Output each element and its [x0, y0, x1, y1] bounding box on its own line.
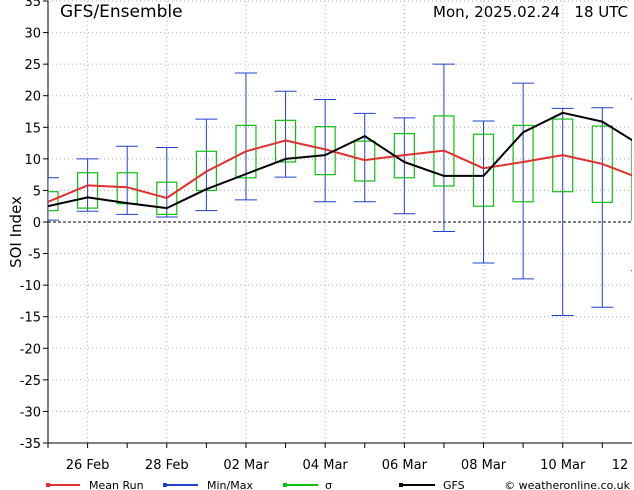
grid-lines — [48, 0, 632, 444]
minmax-whisker — [432, 63, 455, 232]
y-tick-label: 30 — [24, 27, 41, 42]
legend-gfs: GFS — [399, 479, 465, 490]
sigma-box — [156, 181, 178, 216]
y-tick-label: 35 — [24, 0, 41, 10]
y-tick-label: 10 — [24, 153, 41, 168]
legend-minmax-label: Min/Max — [207, 479, 253, 490]
minmax-whisker — [314, 99, 337, 203]
legend-sigma-label: σ — [325, 479, 332, 490]
sigma-box — [472, 133, 495, 207]
minmax-whisker — [274, 90, 297, 178]
minmax-whiskers — [48, 63, 632, 316]
x-tick-label: 02 Mar — [223, 458, 269, 473]
legend-gfs-marker — [399, 483, 403, 487]
sigma-box — [631, 139, 632, 221]
legend-mean-label: Mean Run — [89, 479, 144, 490]
legend-minmax: Min/Max — [163, 479, 253, 490]
y-tick-label: 25 — [24, 58, 41, 73]
legend-mean: Mean Run — [46, 479, 144, 490]
legend-gfs-label: GFS — [443, 479, 465, 490]
series-lines — [48, 111, 632, 210]
sigma-box — [195, 150, 217, 192]
y-tick-label: 15 — [24, 121, 41, 136]
x-tick-label: 26 Feb — [66, 458, 110, 473]
legend-sigma: σ — [283, 479, 332, 490]
y-tick-label: -10 — [20, 279, 41, 294]
legend-sigma-marker — [283, 483, 287, 487]
x-tick-label: 08 Mar — [461, 458, 507, 473]
minmax-whisker — [48, 177, 59, 221]
y-tick-label: -15 — [20, 311, 41, 326]
x-tick-label: 12 — [612, 458, 629, 473]
y-tick-labels: 35 30 25 20 15 10 5 0 -5 -10 -15 -20 -25 -30 -35 — [20, 0, 41, 452]
minmax-whisker — [195, 118, 218, 212]
x-tick-label: 28 Feb — [145, 458, 189, 473]
sigma-box — [48, 191, 59, 212]
plot-area — [48, 63, 632, 316]
legend: Mean Run Min/Max σ GFS © weatheronline.c… — [46, 479, 631, 490]
sigma-box — [354, 140, 376, 182]
sigma-box — [274, 119, 297, 163]
minmax-whisker — [591, 107, 614, 308]
minmax-whisker — [551, 107, 574, 316]
minmax-whisker — [234, 72, 257, 201]
sigma-box — [76, 172, 99, 209]
y-tick-label: -35 — [20, 437, 41, 452]
sigma-box — [591, 125, 613, 204]
y-tick-label: 20 — [24, 90, 41, 105]
x-tick-label: 06 Mar — [382, 458, 428, 473]
minmax-whisker — [472, 120, 495, 264]
x-tick-label: 04 Mar — [303, 458, 349, 473]
legend-minmax-marker — [163, 483, 167, 487]
y-tick-label: -20 — [20, 342, 41, 357]
y-tick-label: -30 — [20, 405, 41, 420]
minmax-whisker — [353, 112, 376, 203]
run-datetime: Mon, 2025.02.24 18 UTC — [433, 3, 628, 21]
mean-run-line — [48, 139, 632, 203]
y-tick-label: 5 — [33, 184, 41, 199]
y-tick-label: -5 — [28, 248, 41, 263]
x-tick-label: 10 Mar — [540, 458, 586, 473]
chart-title: GFS/Ensemble — [60, 2, 183, 22]
y-tick-label: 0 — [33, 216, 41, 231]
credit-text: © weatheronline.co.uk — [504, 479, 630, 490]
sigma-box — [552, 118, 574, 193]
axes — [43, 0, 632, 448]
legend-mean-marker — [46, 483, 50, 487]
y-tick-label: -25 — [20, 374, 41, 389]
y-axis-label: SOI Index — [7, 196, 25, 268]
minmax-whisker — [512, 82, 535, 280]
x-tick-labels: 26 Feb 28 Feb 02 Mar 04 Mar 06 Mar 08 Mar 10 M… — [66, 458, 629, 473]
sigma-box — [235, 124, 257, 179]
gfs-line — [48, 111, 632, 210]
